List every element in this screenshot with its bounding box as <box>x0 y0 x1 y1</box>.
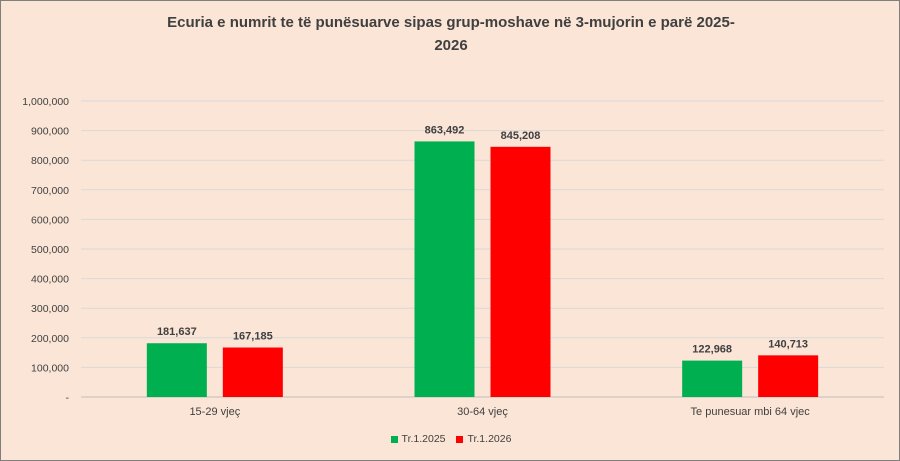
legend: Tr.1.2025 Tr.1.2026 <box>1 433 900 446</box>
legend-label-series-2: Tr.1.2026 <box>467 433 512 445</box>
data-label: 181,637 <box>157 326 197 338</box>
chart-title: Ecuria e numrit te të punësuarve sipas g… <box>167 14 735 54</box>
x-tick-label: 15-29 vjeç <box>189 406 240 418</box>
y-tick-label: 1,000,000 <box>22 96 69 108</box>
data-label: 167,185 <box>233 331 273 343</box>
bar <box>414 141 475 397</box>
x-tick-label: 30-64 vjeç <box>457 406 508 418</box>
bar <box>222 347 283 397</box>
legend-item-series-1: Tr.1.2025 <box>390 433 446 445</box>
legend-swatch-series-1 <box>390 435 398 443</box>
y-tick-label: 400,000 <box>31 274 69 286</box>
bar <box>146 343 207 397</box>
y-tick-label: 200,000 <box>31 333 69 345</box>
y-tick-label: 700,000 <box>31 185 69 197</box>
bar <box>682 360 743 397</box>
legend-swatch-series-2 <box>456 435 464 443</box>
legend-label-series-1: Tr.1.2025 <box>401 433 446 445</box>
bar <box>758 355 819 397</box>
data-label: 863,492 <box>425 124 465 136</box>
data-label: 845,208 <box>501 130 541 142</box>
bar <box>490 146 551 397</box>
data-label: 140,713 <box>768 338 808 350</box>
y-tick-label: 500,000 <box>31 244 69 256</box>
y-tick-label: - <box>66 392 70 404</box>
y-tick-label: 800,000 <box>31 155 69 167</box>
y-tick-label: 100,000 <box>31 362 69 374</box>
legend-item-series-2: Tr.1.2026 <box>456 433 511 445</box>
y-tick-label: 600,000 <box>31 214 69 226</box>
data-label: 122,968 <box>692 344 732 356</box>
y-tick-label: 900,000 <box>31 126 69 138</box>
x-tick-label: Te punesuar mbi 64 vjec <box>691 406 811 418</box>
y-tick-label: 300,000 <box>31 303 69 315</box>
